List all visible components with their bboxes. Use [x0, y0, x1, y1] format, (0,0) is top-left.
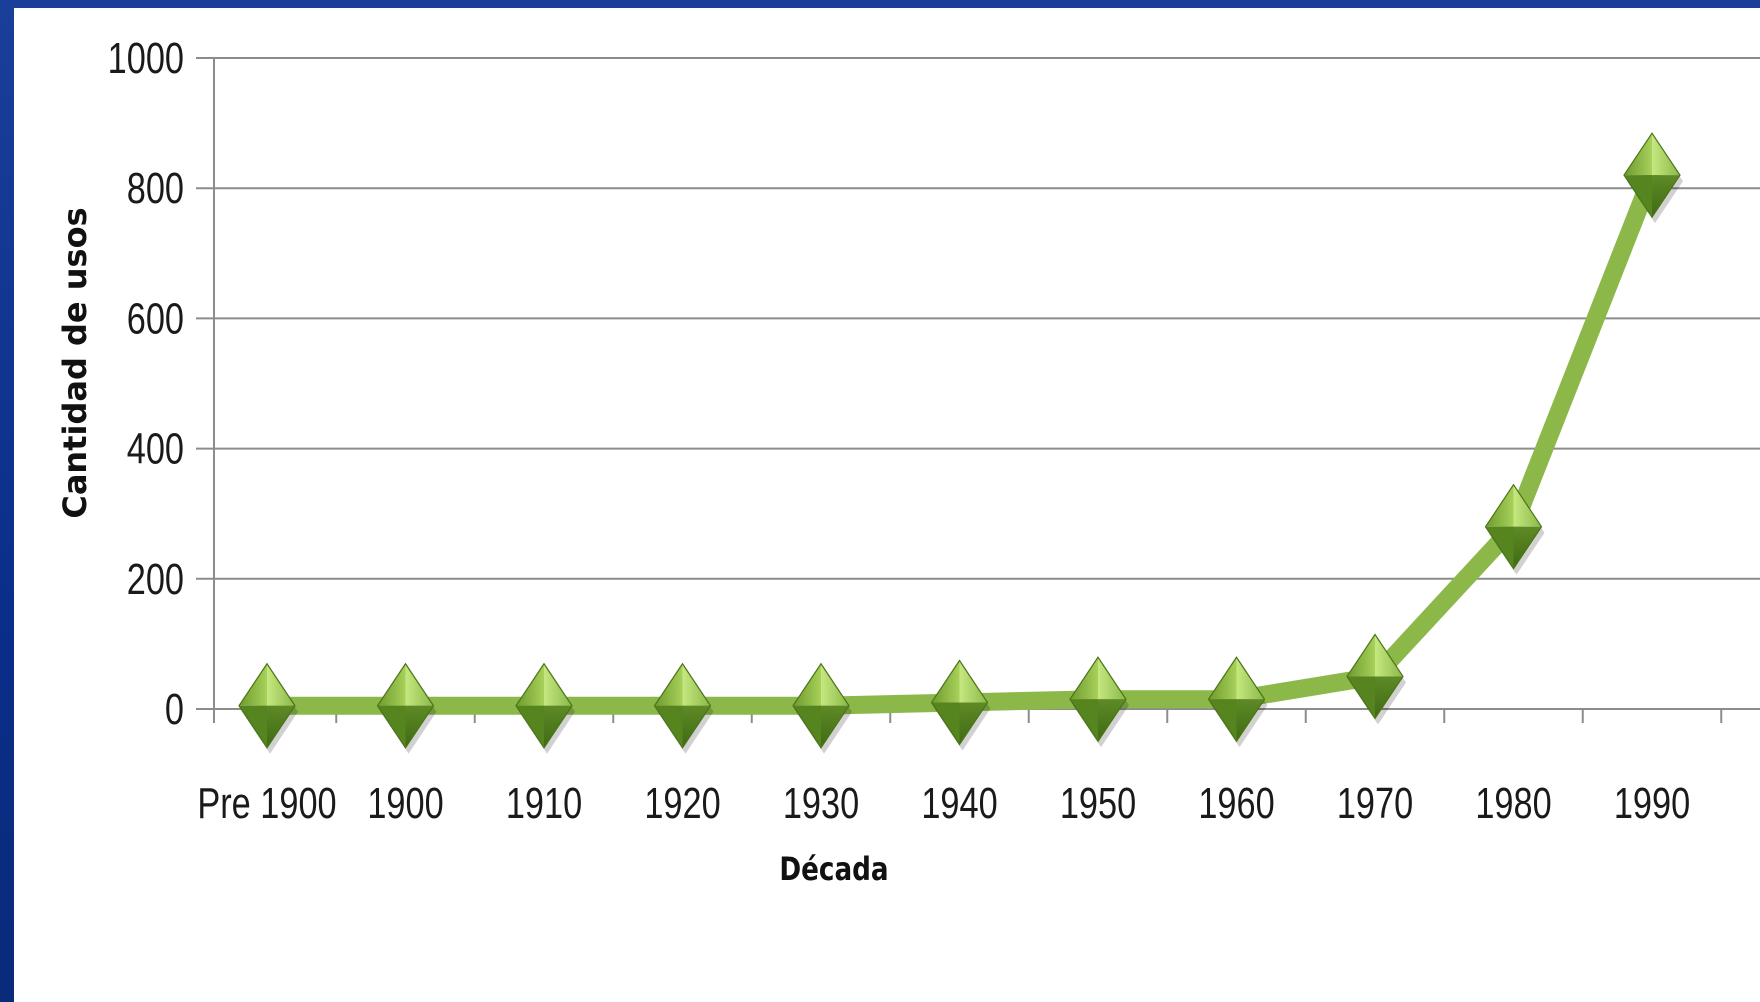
series-line [258, 166, 1661, 715]
marker-layer [238, 132, 1683, 754]
data-point-marker [930, 659, 991, 751]
x-tick-label: 1970 [1337, 779, 1413, 828]
x-tick-label: 1950 [1060, 779, 1136, 828]
y-tick-label: 800 [127, 164, 184, 213]
x-tick-label: 1960 [1198, 779, 1274, 828]
data-point-marker [238, 662, 298, 754]
data-point-marker [376, 662, 437, 754]
x-tick-label: 1920 [644, 779, 720, 828]
chart-slide: 0 200 400 600 800 1000 Pre 1900 1900 1910 1920 193… [14, 8, 1760, 1002]
y-axis-title: Cantidad de usos [56, 207, 94, 518]
data-point-marker [515, 662, 575, 754]
y-tick-label: 400 [127, 425, 184, 474]
data-point-marker [1484, 483, 1545, 575]
x-tick-label: 1980 [1475, 779, 1551, 828]
y-tick-label: 1000 [108, 34, 184, 83]
data-point-marker [1069, 656, 1129, 748]
label-layer: 0 200 400 600 800 1000 Pre 1900 1900 1910 1920 193… [108, 34, 1690, 828]
x-tick-label: 1900 [367, 779, 443, 828]
x-tick-label: Pre 1900 [197, 779, 336, 828]
data-point-marker [653, 662, 714, 754]
y-tick-label: 200 [127, 555, 184, 604]
x-axis-title: Década [779, 850, 888, 887]
y-tick-label: 0 [165, 685, 184, 734]
grid-layer [196, 57, 1760, 710]
data-point-marker [1346, 633, 1406, 725]
x-tick-label: 1940 [921, 779, 997, 828]
x-tick-label: 1990 [1614, 779, 1690, 828]
axis-layer [213, 58, 1723, 723]
data-point-marker [1207, 656, 1268, 748]
data-point-marker [792, 662, 852, 754]
series-line-layer [258, 166, 1661, 715]
line-chart: 0 200 400 600 800 1000 Pre 1900 1900 1910 1920 193… [56, 34, 1760, 888]
y-tick-label: 600 [127, 294, 184, 343]
x-tick-label: 1930 [783, 779, 859, 828]
x-tick-label: 1910 [506, 779, 582, 828]
data-point-marker [1623, 132, 1683, 224]
